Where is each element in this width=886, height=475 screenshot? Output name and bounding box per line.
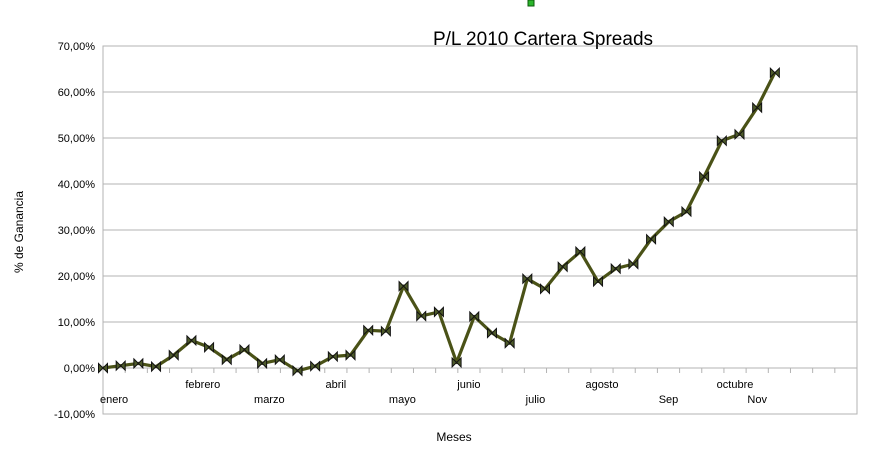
- data-point-marker: [451, 356, 462, 369]
- x-tick-label: marzo: [254, 394, 285, 406]
- x-tick-label: mayo: [389, 394, 416, 406]
- data-point-marker: [274, 354, 285, 366]
- y-axis-label: % de Ganancia: [12, 191, 26, 273]
- data-point-marker: [363, 324, 374, 336]
- selection-handle[interactable]: [527, 0, 535, 7]
- y-tick-label: 40,00%: [58, 179, 96, 191]
- data-point-marker: [416, 310, 427, 322]
- y-tick-label: 10,00%: [58, 317, 96, 329]
- data-point-marker: [168, 349, 179, 361]
- y-tick-label: -10,00%: [54, 409, 95, 421]
- data-point-marker: [681, 205, 692, 218]
- data-point-marker: [628, 258, 639, 270]
- data-point-marker: [115, 359, 126, 372]
- data-point-marker: [486, 327, 497, 339]
- y-tick-label: 60,00%: [58, 87, 96, 99]
- chart-title: P/L 2010 Cartera Spreads: [433, 29, 653, 50]
- x-tick-label: febrero: [185, 379, 220, 391]
- data-point-marker: [522, 273, 533, 285]
- y-tick-label: 50,00%: [58, 133, 96, 145]
- data-point-marker: [593, 275, 604, 288]
- data-point-marker: [380, 325, 391, 337]
- data-point-marker: [345, 349, 356, 361]
- x-tick-label: julio: [525, 394, 546, 406]
- data-point-marker: [540, 283, 550, 295]
- data-point-marker: [98, 362, 108, 374]
- data-point-marker: [734, 128, 745, 141]
- y-tick-label: 30,00%: [58, 225, 96, 237]
- x-tick-label: enero: [100, 394, 128, 406]
- data-point-marker: [769, 66, 780, 79]
- data-point-marker: [575, 245, 586, 258]
- data-point-marker: [663, 216, 674, 228]
- data-point-marker: [239, 343, 250, 356]
- data-point-marker: [204, 341, 215, 354]
- data-point-marker: [327, 350, 338, 363]
- data-point-marker: [504, 337, 515, 349]
- plot-area-frame: [102, 45, 858, 415]
- data-point-marker: [752, 101, 763, 114]
- y-tick-label: 0,00%: [64, 363, 95, 375]
- y-tick-label: 70,00%: [58, 41, 96, 53]
- y-axis-tick-labels: -10,00% 0,00% 10,00% 20,00% 30,00% 40,00% 50,0…: [54, 41, 95, 421]
- data-point-marker: [310, 360, 321, 372]
- data-point-marker: [469, 310, 480, 323]
- data-point-marker: [292, 365, 303, 377]
- x-tick-label: junio: [456, 379, 480, 391]
- x-tick-label: agosto: [585, 379, 618, 391]
- x-axis-label: Meses: [436, 430, 471, 444]
- data-point-marker: [186, 334, 197, 347]
- x-tick-label: Sep: [659, 394, 679, 406]
- x-tick-label: abril: [325, 379, 346, 391]
- x-axis-tick-labels: enero febrero marzo abril mayo junio julio agos…: [100, 379, 767, 406]
- data-point-marker: [646, 233, 657, 245]
- data-point-marker: [610, 262, 621, 275]
- data-point-marker: [716, 135, 727, 147]
- data-point-marker: [433, 306, 444, 318]
- data-point-marker: [151, 360, 162, 373]
- y-tick-label: 20,00%: [58, 271, 96, 283]
- x-tick-label: Nov: [747, 394, 767, 406]
- x-tick-label: octubre: [717, 379, 754, 391]
- data-point-marker: [221, 354, 232, 366]
- data-point-marker: [699, 170, 710, 183]
- data-point-marker: [257, 357, 268, 370]
- data-point-marker: [398, 280, 409, 292]
- data-point-marker: [557, 261, 568, 273]
- series-group: [98, 66, 780, 377]
- data-point-marker: [133, 357, 144, 370]
